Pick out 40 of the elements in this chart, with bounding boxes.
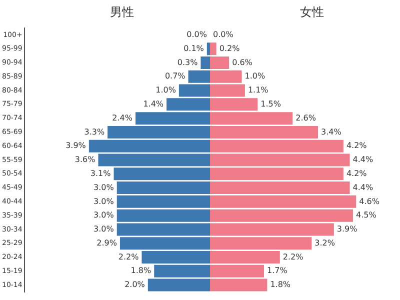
data-label: 3.0% [94,224,114,234]
chart-title: 女性 [300,4,324,21]
data-label: 2.2% [282,252,304,262]
data-label: 0.7% [164,72,186,81]
data-label: 4.2% [346,168,368,178]
data-label: 4.4% [352,182,374,192]
data-label: 0.6% [232,58,253,67]
data-label: 1.1% [248,86,269,95]
data-label: 2.9% [96,238,118,248]
data-label: 3.4% [321,127,342,136]
data-label: 1.8% [130,266,152,276]
data-label: 1.7% [267,266,288,276]
data-label: 0.2% [219,44,240,53]
data-label: 4.4% [352,155,374,164]
data-label: 1.5% [260,100,282,108]
data-label: 2.2% [118,252,140,262]
data-label: 4.2% [346,141,368,150]
data-label: 2.4% [112,113,133,122]
data-label: 3.9% [66,141,86,150]
data-label: 2.0% [124,280,146,290]
data-label: 4.5% [356,210,377,220]
data-label: 3.1% [90,168,112,178]
data-label: 3.6% [74,155,96,164]
data-label: 0.1% [184,44,204,53]
data-label: 3.0% [94,210,114,220]
data-label: 0.0% [186,30,208,40]
data-label: 3.3% [84,127,105,136]
data-label: 1.4% [143,100,164,108]
data-label: 3.0% [94,196,114,206]
data-label: 0.3% [177,58,198,67]
data-label: 3.0% [94,182,114,192]
chart-title: 男性 [110,4,134,21]
data-label: 1.0% [244,72,266,81]
data-label: 3.9% [336,224,358,234]
data-label: 1.8% [270,280,291,290]
data-label: 0.0% [213,30,234,40]
data-label: 4.6% [359,196,380,206]
data-label: 3.2% [314,238,336,248]
data-label: 1.0% [156,86,176,95]
data-label: 2.6% [296,113,316,122]
